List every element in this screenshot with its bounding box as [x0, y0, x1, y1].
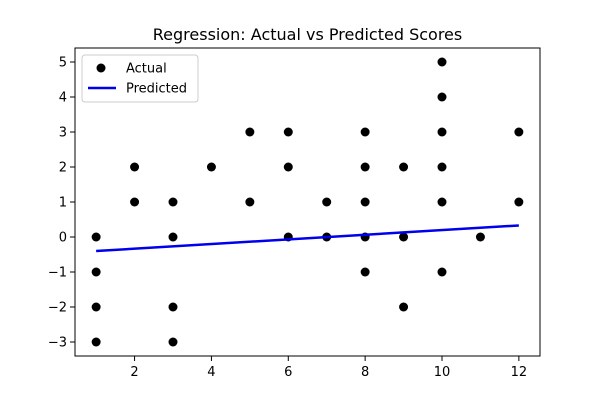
actual-point-12	[245, 197, 255, 207]
actual-point-5	[130, 197, 140, 207]
actual-point-4	[130, 162, 140, 172]
actual-point-18	[360, 127, 370, 137]
actual-point-27	[437, 92, 447, 102]
legend-box	[81, 54, 199, 103]
actual-point-1	[91, 267, 101, 277]
actual-point-26	[437, 57, 447, 67]
y-tick-label--1: −1	[48, 266, 67, 281]
actual-point-13	[283, 127, 293, 137]
actual-point-6	[168, 197, 178, 207]
x-tick-label-10: 10	[434, 365, 451, 380]
actual-point-14	[283, 162, 293, 172]
actual-point-0	[91, 232, 101, 242]
y-tick-label--2: −2	[48, 301, 67, 316]
actual-point-31	[437, 267, 447, 277]
actual-point-33	[514, 127, 524, 137]
actual-point-10	[206, 162, 216, 172]
actual-point-9	[168, 337, 178, 347]
y-tick-label-0: 0	[59, 231, 67, 246]
actual-point-32	[475, 232, 485, 242]
actual-point-22	[360, 267, 370, 277]
legend-actual-label: Actual	[126, 62, 167, 77]
actual-point-8	[168, 302, 178, 312]
x-tick-label-12: 12	[511, 365, 528, 380]
actual-point-30	[437, 197, 447, 207]
predicted-regression-line	[96, 224, 519, 253]
actual-point-23	[399, 162, 409, 172]
actual-point-16	[322, 197, 332, 207]
x-tick-label-2: 2	[130, 365, 138, 380]
y-tick-label-1: 1	[59, 196, 67, 211]
legend-predicted-label: Predicted	[126, 82, 187, 97]
actual-point-24	[399, 232, 409, 242]
legend: Actual Predicted	[81, 54, 199, 103]
actual-point-20	[360, 197, 370, 207]
actual-point-25	[399, 302, 409, 312]
actual-point-19	[360, 162, 370, 172]
actual-point-3	[91, 337, 101, 347]
chart-title: Regression: Actual vs Predicted Scores	[153, 25, 462, 44]
actual-point-2	[91, 302, 101, 312]
actual-point-7	[168, 232, 178, 242]
y-tick-label-5: 5	[59, 56, 67, 71]
x-tick-label-6: 6	[284, 365, 292, 380]
y-tick-label-2: 2	[59, 161, 67, 176]
y-tick-label--3: −3	[48, 336, 67, 351]
actual-point-28	[437, 127, 447, 137]
actual-point-11	[245, 127, 255, 137]
marks-layer	[91, 57, 524, 347]
x-tick-label-4: 4	[207, 365, 215, 380]
y-tick-label-4: 4	[59, 91, 67, 106]
y-tick-label-3: 3	[59, 126, 67, 141]
legend-actual-marker	[96, 63, 106, 73]
actual-point-34	[514, 197, 524, 207]
actual-point-29	[437, 162, 447, 172]
x-tick-label-8: 8	[361, 365, 369, 380]
